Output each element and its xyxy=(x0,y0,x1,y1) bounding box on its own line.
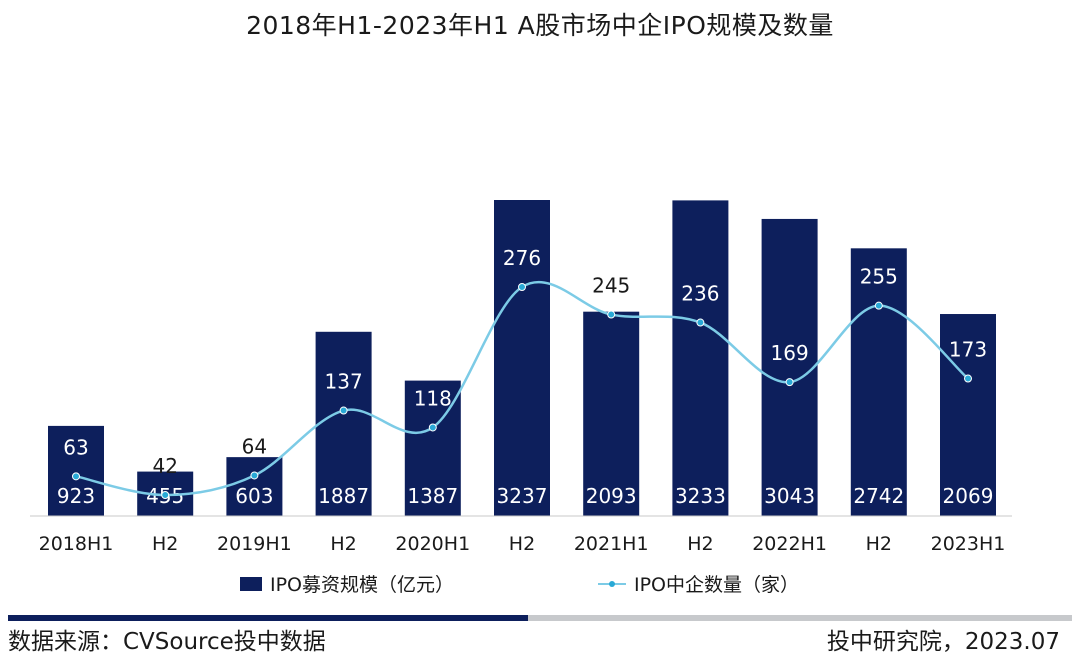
count-point xyxy=(72,472,80,481)
bar-amount xyxy=(761,218,818,516)
legend-label-count: IPO中企数量（家） xyxy=(634,574,800,596)
bar-amount-label: 1387 xyxy=(407,484,458,508)
count-point xyxy=(339,406,348,415)
count-point xyxy=(250,471,259,480)
bar-amount xyxy=(48,425,104,516)
count-label: 63 xyxy=(63,435,88,459)
count-point xyxy=(874,301,883,310)
bar-amount-label: 3237 xyxy=(497,484,548,508)
count-point xyxy=(696,318,705,327)
bar-amount xyxy=(315,331,372,516)
count-point xyxy=(428,423,437,432)
publisher-credit: 投中研究院，2023.07 xyxy=(826,629,1060,655)
x-tick-label: H2 xyxy=(152,533,178,555)
legend: IPO募资规模（亿元） IPO中企数量（家） xyxy=(0,570,1080,600)
legend-item-count: IPO中企数量（家） xyxy=(598,570,799,597)
bar-amount-label: 603 xyxy=(235,484,273,508)
bar-amount xyxy=(850,248,907,517)
bar-amount-label: 923 xyxy=(57,484,95,508)
x-tick-label: 2020H1 xyxy=(395,533,470,555)
footer-divider-accent xyxy=(8,615,528,621)
bar-amount xyxy=(672,200,729,516)
legend-bar-swatch xyxy=(240,576,262,591)
bar-amount-label: 2742 xyxy=(853,484,904,508)
chart-plot: 9234556031887138732372093323330432742206… xyxy=(30,200,1012,555)
x-tick-label: 2022H1 xyxy=(752,533,827,555)
bar-amount xyxy=(226,457,283,516)
bar-amount-label: 2093 xyxy=(586,484,637,508)
bar-amount-label: 3043 xyxy=(764,484,815,508)
x-tick-label: H2 xyxy=(687,533,713,555)
x-tick-label: 2018H1 xyxy=(39,533,114,555)
count-point xyxy=(785,378,794,387)
count-label: 64 xyxy=(242,434,267,458)
count-label: 245 xyxy=(592,274,630,298)
x-tick-label: H2 xyxy=(866,533,892,555)
bar-amount xyxy=(940,314,996,516)
count-label: 236 xyxy=(681,282,719,306)
legend-item-amount: IPO募资规模（亿元） xyxy=(240,570,454,597)
count-label: 276 xyxy=(503,246,541,270)
x-tick-label: H2 xyxy=(330,533,356,555)
count-point xyxy=(964,374,972,383)
count-label: 255 xyxy=(860,265,898,289)
chart-title: 2018年H1-2023年H1 A股市场中企IPO规模及数量 xyxy=(246,11,834,40)
count-label: 173 xyxy=(949,338,987,362)
bar-amount-label: 1887 xyxy=(318,484,369,508)
x-tick-label: 2019H1 xyxy=(217,533,292,555)
bar-amount-label: 3233 xyxy=(675,484,726,508)
bar-amount xyxy=(494,200,550,516)
count-label: 118 xyxy=(414,386,452,410)
data-source: 数据来源：CVSource投中数据 xyxy=(8,629,326,655)
count-label: 169 xyxy=(771,341,809,365)
footer-divider xyxy=(8,615,1072,621)
x-tick-label: H2 xyxy=(509,533,535,555)
bar-amount-label: 2069 xyxy=(943,484,994,508)
x-tick-label: 2021H1 xyxy=(574,533,649,555)
x-tick-label: 2023H1 xyxy=(931,533,1006,555)
count-point xyxy=(607,310,616,319)
legend-line-swatch xyxy=(598,577,626,591)
legend-label-amount: IPO募资规模（亿元） xyxy=(270,574,455,596)
count-label: 42 xyxy=(152,454,177,478)
bar-amount xyxy=(583,311,640,516)
count-label: 137 xyxy=(325,370,363,394)
count-point xyxy=(518,283,526,291)
count-point xyxy=(161,491,170,499)
